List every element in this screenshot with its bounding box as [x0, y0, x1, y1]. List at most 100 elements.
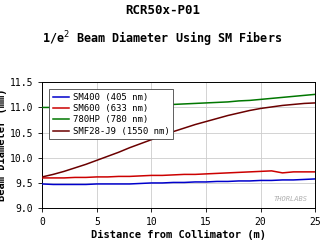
Line: SM400 (405 nm): SM400 (405 nm) [42, 179, 315, 184]
SMF28-J9 (1550 nm) [182, 127, 186, 129]
SM400 (405 nm) [215, 180, 219, 183]
SM400 (405 nm) [150, 182, 153, 184]
780HP (780 nm) [117, 105, 121, 108]
780HP (780 nm) [313, 93, 317, 96]
SM400 (405 nm) [259, 179, 263, 182]
SM600 (633 nm) [171, 174, 175, 176]
SM600 (633 nm) [51, 176, 55, 179]
780HP (780 nm) [215, 101, 219, 104]
SM600 (633 nm) [313, 170, 317, 173]
780HP (780 nm) [248, 99, 252, 102]
SM600 (633 nm) [182, 173, 186, 176]
780HP (780 nm) [204, 101, 208, 104]
SMF28-J9 (1550 nm) [51, 173, 55, 176]
SM600 (633 nm) [128, 175, 132, 178]
SMF28-J9 (1550 nm) [193, 123, 197, 126]
Text: RCR50x-P01: RCR50x-P01 [125, 4, 200, 17]
780HP (780 nm) [161, 104, 164, 106]
SM400 (405 nm) [106, 182, 110, 185]
SM600 (633 nm) [95, 175, 99, 178]
SMF28-J9 (1550 nm) [270, 106, 274, 108]
780HP (780 nm) [237, 99, 241, 102]
SMF28-J9 (1550 nm) [40, 175, 44, 178]
780HP (780 nm) [138, 105, 142, 107]
780HP (780 nm) [270, 97, 274, 100]
SM600 (633 nm) [270, 169, 274, 172]
SMF28-J9 (1550 nm) [313, 101, 317, 104]
SM400 (405 nm) [204, 181, 208, 183]
SMF28-J9 (1550 nm) [292, 103, 295, 106]
SM400 (405 nm) [51, 183, 55, 186]
780HP (780 nm) [62, 106, 66, 109]
SM400 (405 nm) [302, 178, 306, 181]
SM600 (633 nm) [302, 170, 306, 173]
SM400 (405 nm) [161, 182, 164, 184]
SM400 (405 nm) [182, 181, 186, 184]
SM600 (633 nm) [62, 176, 66, 179]
SM400 (405 nm) [226, 180, 230, 183]
780HP (780 nm) [193, 102, 197, 105]
SM600 (633 nm) [248, 170, 252, 173]
SM600 (633 nm) [259, 170, 263, 173]
SM400 (405 nm) [171, 181, 175, 184]
SM400 (405 nm) [270, 179, 274, 182]
SMF28-J9 (1550 nm) [280, 104, 284, 107]
SMF28-J9 (1550 nm) [62, 170, 66, 173]
Y-axis label: Beam Diameter (mm): Beam Diameter (mm) [0, 89, 7, 201]
Line: 780HP (780 nm): 780HP (780 nm) [42, 94, 315, 107]
SM400 (405 nm) [138, 182, 142, 185]
SMF28-J9 (1550 nm) [259, 107, 263, 110]
SM600 (633 nm) [215, 172, 219, 175]
SM400 (405 nm) [237, 180, 241, 182]
Text: 1/e$^2$ Beam Diameter Using SM Fibers: 1/e$^2$ Beam Diameter Using SM Fibers [42, 29, 283, 49]
SM400 (405 nm) [95, 182, 99, 185]
SM400 (405 nm) [73, 183, 77, 186]
X-axis label: Distance from Collimator (m): Distance from Collimator (m) [91, 230, 266, 240]
SMF28-J9 (1550 nm) [237, 112, 241, 114]
SM600 (633 nm) [73, 176, 77, 179]
SMF28-J9 (1550 nm) [106, 155, 110, 158]
SM400 (405 nm) [292, 179, 295, 182]
SM400 (405 nm) [62, 183, 66, 186]
Line: SMF28-J9 (1550 nm): SMF28-J9 (1550 nm) [42, 103, 315, 177]
SM400 (405 nm) [193, 181, 197, 183]
SM400 (405 nm) [84, 183, 88, 186]
780HP (780 nm) [51, 106, 55, 109]
SM600 (633 nm) [204, 173, 208, 175]
SM400 (405 nm) [40, 182, 44, 185]
SM600 (633 nm) [226, 171, 230, 174]
SM600 (633 nm) [106, 175, 110, 178]
780HP (780 nm) [280, 96, 284, 99]
SMF28-J9 (1550 nm) [171, 130, 175, 133]
SM600 (633 nm) [237, 171, 241, 174]
SM600 (633 nm) [193, 173, 197, 176]
SMF28-J9 (1550 nm) [215, 117, 219, 120]
780HP (780 nm) [292, 95, 295, 98]
780HP (780 nm) [106, 105, 110, 108]
SM600 (633 nm) [161, 174, 164, 177]
780HP (780 nm) [182, 102, 186, 105]
SM600 (633 nm) [84, 176, 88, 179]
SMF28-J9 (1550 nm) [248, 109, 252, 112]
SMF28-J9 (1550 nm) [302, 102, 306, 105]
SM400 (405 nm) [117, 182, 121, 185]
SM600 (633 nm) [40, 176, 44, 179]
SM400 (405 nm) [280, 179, 284, 182]
SM600 (633 nm) [280, 171, 284, 174]
SM600 (633 nm) [138, 174, 142, 177]
780HP (780 nm) [150, 104, 153, 107]
780HP (780 nm) [73, 106, 77, 108]
SM400 (405 nm) [313, 177, 317, 180]
780HP (780 nm) [95, 106, 99, 108]
SMF28-J9 (1550 nm) [128, 146, 132, 149]
SM600 (633 nm) [117, 175, 121, 178]
SM400 (405 nm) [248, 180, 252, 182]
SMF28-J9 (1550 nm) [204, 120, 208, 123]
780HP (780 nm) [84, 106, 88, 108]
SMF28-J9 (1550 nm) [117, 151, 121, 154]
SM400 (405 nm) [128, 182, 132, 185]
SM600 (633 nm) [292, 170, 295, 173]
Legend: SM400 (405 nm), SM600 (633 nm), 780HP (780 nm), SMF28-J9 (1550 nm): SM400 (405 nm), SM600 (633 nm), 780HP (7… [49, 89, 173, 139]
SMF28-J9 (1550 nm) [226, 114, 230, 117]
Line: SM600 (633 nm): SM600 (633 nm) [42, 171, 315, 178]
